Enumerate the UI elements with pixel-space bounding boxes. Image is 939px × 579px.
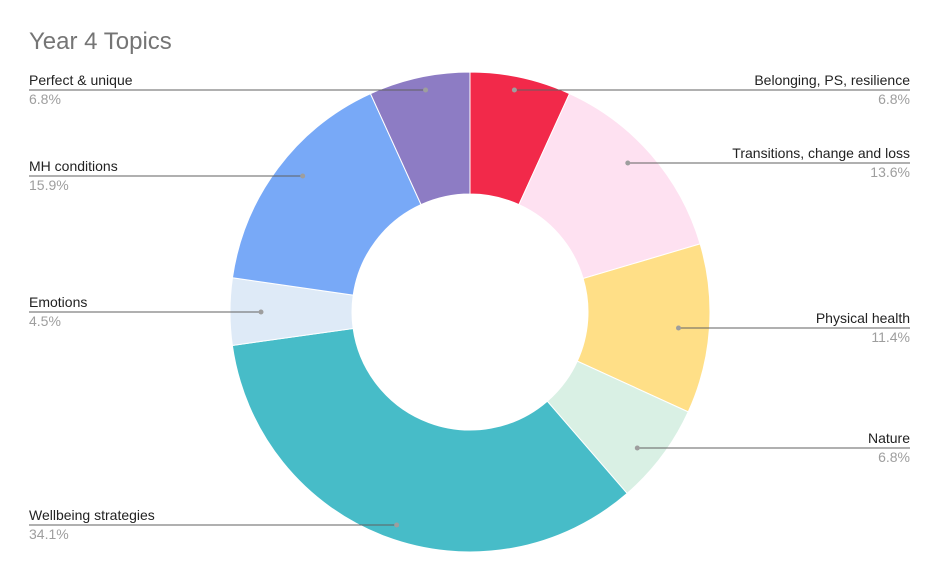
slice-percent: 34.1% (29, 526, 69, 542)
chart-title: Year 4 Topics (29, 28, 172, 55)
slices-group (229, 71, 711, 553)
slice-label: MH conditions (29, 158, 118, 174)
leader-dot (394, 522, 400, 528)
slice-percent: 4.5% (29, 313, 61, 329)
slice-mh-conditions (231, 92, 422, 296)
leader-dot (511, 87, 517, 93)
leader-dot (634, 445, 640, 451)
slice-label: Emotions (29, 294, 87, 310)
slice-label: Perfect & unique (29, 72, 133, 88)
slice-percent: 6.8% (878, 91, 910, 107)
slice-percent: 11.4% (871, 329, 910, 345)
leader-dot (258, 309, 264, 315)
slice-label: Nature (868, 430, 910, 446)
leader-dot (300, 173, 306, 179)
slice-percent: 6.8% (29, 91, 61, 107)
slice-percent: 15.9% (29, 177, 69, 193)
slice-label: Transitions, change and loss (732, 145, 910, 161)
slice-percent: 13.6% (870, 164, 910, 180)
labels-group: Belonging, PS, resilience 6.8% Transitions… (29, 72, 910, 542)
leader-dot (625, 160, 631, 166)
leader-dot (423, 87, 429, 93)
slice-label: Belonging, PS, resilience (754, 72, 910, 88)
leader-dot (676, 325, 681, 331)
slice-percent: 6.8% (878, 449, 910, 465)
slice-perfect-unique (369, 71, 471, 206)
slice-label: Wellbeing strategies (29, 507, 155, 523)
slice-wellbeing-strategies (231, 327, 628, 553)
slice-label: Physical health (816, 310, 910, 326)
